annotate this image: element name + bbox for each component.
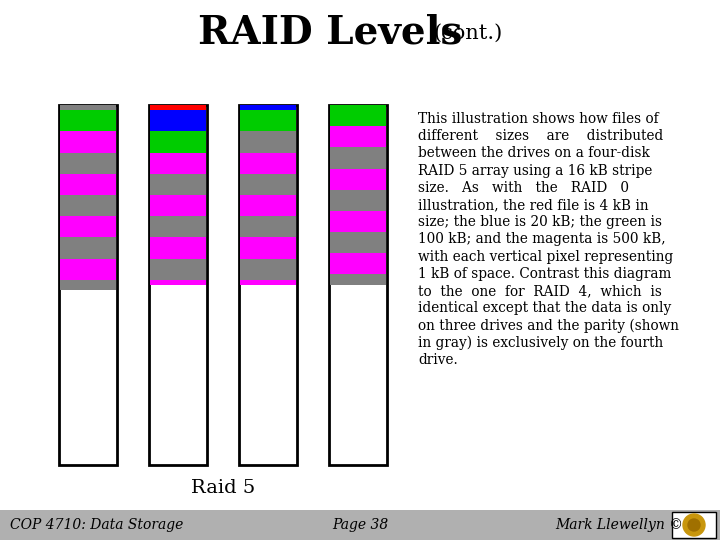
Text: This illustration shows how files of: This illustration shows how files of [418,112,659,126]
Circle shape [683,514,705,536]
Bar [60,280,116,291]
Bar [60,153,116,174]
Text: illustration, the red file is 4 kB in: illustration, the red file is 4 kB in [418,198,649,212]
Bar [240,131,296,153]
Text: Mark Llewellyn ©: Mark Llewellyn © [555,518,683,532]
Text: different    sizes    are    distributed: different sizes are distributed [418,129,663,143]
Bar [150,195,206,216]
Bar [240,105,296,110]
Bar [150,259,206,280]
Bar [60,259,116,280]
Text: identical except that the data is only: identical except that the data is only [418,301,671,315]
Bar [149,105,207,465]
Bar [330,126,386,147]
Bar [60,131,116,153]
Text: with each vertical pixel representing: with each vertical pixel representing [418,249,673,264]
Bar [240,174,296,195]
Bar [150,280,206,285]
Bar [330,232,386,253]
Bar [240,259,296,280]
Bar [240,195,296,216]
Bar [330,253,386,274]
Bar [240,110,296,131]
Bar [60,195,116,216]
Bar [330,211,386,232]
Text: RAID 5 array using a 16 kB stripe: RAID 5 array using a 16 kB stripe [418,164,652,178]
Bar [330,147,386,168]
Bar [150,105,206,110]
Bar [150,174,206,195]
Bar [330,274,386,285]
Bar [150,153,206,174]
Bar [60,105,116,110]
Text: between the drives on a four-disk: between the drives on a four-disk [418,146,650,160]
Bar [330,168,386,190]
Bar [60,110,116,131]
Text: COP 4710: Data Storage: COP 4710: Data Storage [10,518,184,532]
Bar [150,131,206,153]
Bar [60,216,116,238]
Text: RAID Levels: RAID Levels [198,13,462,51]
Text: (cont.): (cont.) [433,24,503,43]
Bar [150,238,206,259]
Bar [240,238,296,259]
Text: 100 kB; and the magenta is 500 kB,: 100 kB; and the magenta is 500 kB, [418,232,665,246]
Bar [329,105,387,465]
Bar [240,216,296,238]
Bar [59,105,117,465]
Text: in gray) is exclusively on the fourth: in gray) is exclusively on the fourth [418,335,663,350]
Circle shape [688,519,700,531]
Bar [60,238,116,259]
Bar [239,105,297,465]
Text: on three drives and the parity (shown: on three drives and the parity (shown [418,319,679,333]
Bar [150,110,206,131]
Bar [150,216,206,238]
Bar [330,105,386,126]
Bar [60,174,116,195]
Text: to  the  one  for  RAID  4,  which  is: to the one for RAID 4, which is [418,284,662,298]
Bar [330,190,386,211]
Text: size; the blue is 20 kB; the green is: size; the blue is 20 kB; the green is [418,215,662,229]
Bar [240,280,296,285]
Text: Page 38: Page 38 [332,518,388,532]
Text: size.   As   with   the   RAID   0: size. As with the RAID 0 [418,181,629,195]
Bar [672,512,716,538]
Bar [240,153,296,174]
Text: 1 kB of space. Contrast this diagram: 1 kB of space. Contrast this diagram [418,267,671,281]
Text: drive.: drive. [418,353,458,367]
Bar [0,510,720,540]
Text: Raid 5: Raid 5 [191,479,255,497]
